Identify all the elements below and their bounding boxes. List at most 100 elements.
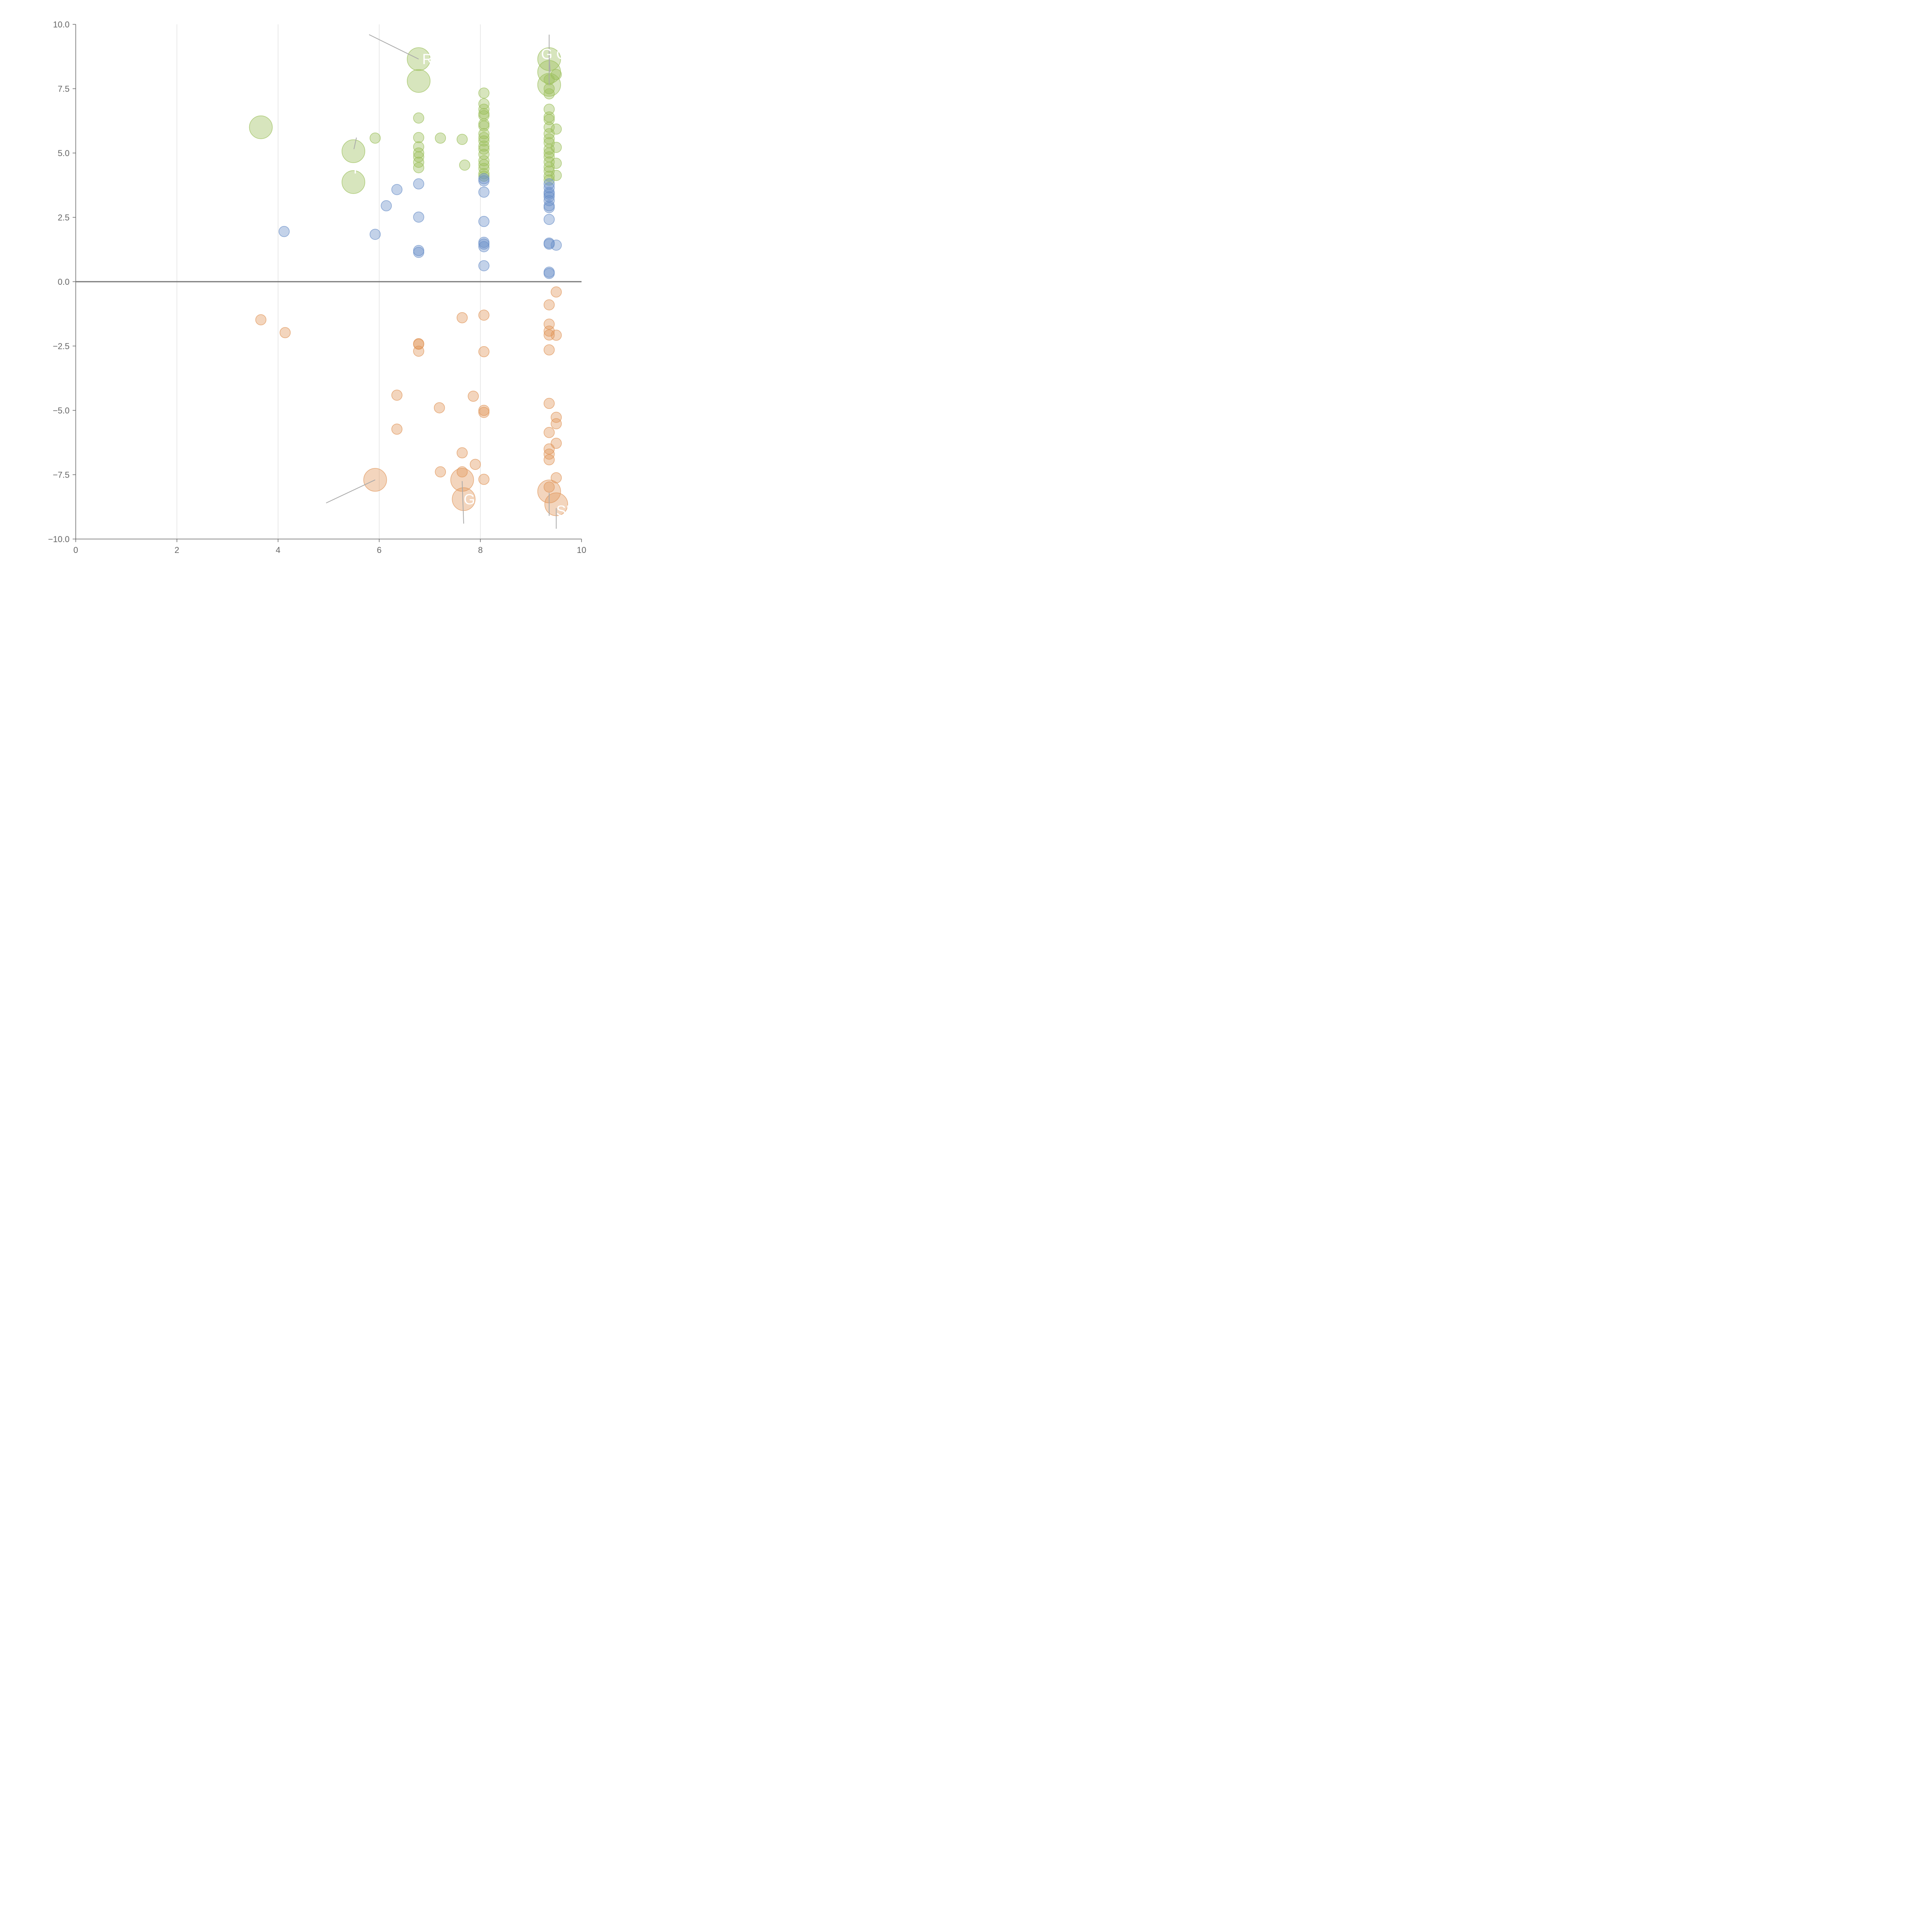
data-point [543,143,555,155]
data-point [543,344,555,355]
data-point [543,214,555,225]
data-point [369,133,381,144]
data-point [478,87,490,99]
data-point [478,170,490,182]
y-tick-label: 7.5 [58,84,70,94]
data-point [543,268,555,279]
data-point [543,174,555,186]
data-point [413,178,424,190]
data-point [543,202,555,213]
data-point [478,216,490,227]
y-tick-label: −10.0 [48,534,70,544]
data-point [478,238,490,250]
data-point [413,211,424,223]
data-point [543,182,555,194]
annotation-leader [326,479,376,503]
data-point [543,114,555,125]
data-point [543,427,555,438]
data-point [469,459,481,470]
data-point [543,299,555,311]
data-point [413,147,424,159]
data-point [543,238,555,250]
data-point [434,402,445,413]
data-point [543,448,555,460]
data-point [478,346,490,357]
data-point [543,147,555,159]
data-point [342,139,366,163]
annotation-label: G [541,46,553,63]
data-point [369,229,381,240]
y-tick-label: 5.0 [58,148,70,158]
data-point [255,314,267,325]
data-point [543,191,555,202]
data-point [543,325,555,337]
x-tick-label: 10 [577,545,586,555]
data-point [468,391,479,402]
scatter-chart: 0 2 4 6 8 10 −10.0 −7.5 −5.0 −2.5 0.0 2.5 5.0 7.5 10.0… [48,20,586,555]
annotation-label: R [422,51,433,68]
data-point [551,472,562,483]
data-point [413,345,424,357]
data-point [543,122,555,133]
data-point [478,155,490,167]
data-point [391,423,403,435]
x-tick-label: 8 [478,545,483,555]
data-point [456,134,468,145]
annotation-label: PX [354,161,373,177]
data-point [478,159,490,170]
data-point [413,247,424,258]
data-point [413,141,424,153]
x-tick-label: 2 [175,545,179,555]
annotation-leader [549,56,551,72]
series-1 [279,173,562,279]
data-point [551,240,562,251]
data-point [391,389,403,401]
data-point [459,160,470,171]
y-tick-label: −5.0 [53,406,70,415]
data-point [452,487,476,511]
data-point [413,132,424,143]
data-point [551,69,562,80]
data-point [551,158,562,169]
data-point [478,132,490,143]
y-tick-label: −7.5 [53,470,70,480]
data-point [543,481,555,493]
data-point [407,69,430,93]
data-point [543,454,555,466]
data-point [478,120,490,132]
series-2 [255,286,568,516]
data-point [478,474,490,485]
data-point [456,312,468,323]
data-point [249,115,273,139]
data-point [543,398,555,409]
axes [75,24,582,539]
data-point [413,162,424,173]
data-point [478,140,490,152]
data-point [543,88,555,100]
y-tick-label: 0.0 [58,277,70,287]
data-point [456,447,468,459]
data-point [478,175,490,187]
annotation-leader [369,34,419,60]
data-point [551,418,562,429]
data-point [478,241,490,252]
data-point [435,133,446,144]
data-point [551,330,562,341]
data-points [249,47,568,516]
data-point [413,112,424,124]
y-tick-label: 2.5 [58,213,70,223]
annotation-label: SK [556,503,576,519]
data-point [478,310,490,321]
data-point [543,162,555,173]
data-point [435,466,446,478]
data-point [478,407,490,418]
x-tick-label: 0 [73,545,78,555]
y-tick-label: −2.5 [53,342,70,351]
data-point [391,184,403,195]
data-point [279,327,291,338]
annotation-leader [462,481,464,524]
data-point [279,226,290,237]
data-point [456,466,468,478]
data-point [381,200,392,211]
